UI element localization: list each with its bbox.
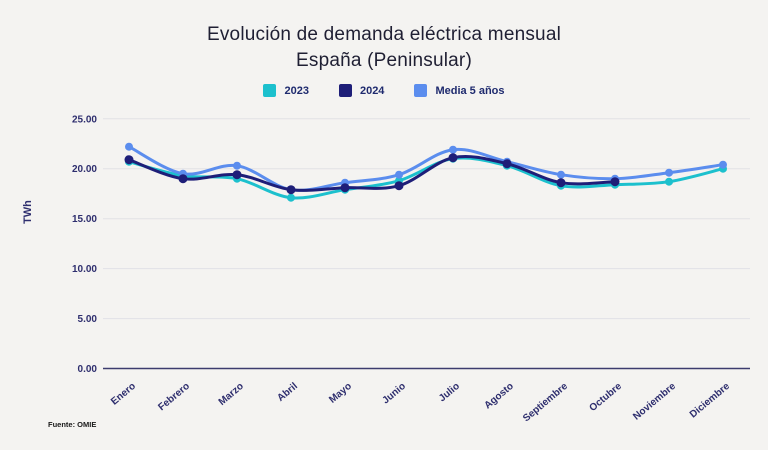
- x-tick-label: Junio: [380, 381, 408, 407]
- legend-label: 2023: [284, 84, 309, 97]
- y-tick-label: 25.00: [72, 114, 97, 125]
- series-line-2024: [127, 154, 617, 192]
- data-point-media-5-años[interactable]: [395, 170, 403, 179]
- x-tick-label: Noviembre: [631, 381, 678, 423]
- x-tick-label: Septiembre: [521, 381, 570, 425]
- y-tick-label: 10.00: [72, 264, 97, 275]
- x-tick-label: Marzo: [217, 381, 246, 408]
- y-tick-label: 20.00: [72, 164, 97, 175]
- legend-item-2024[interactable]: 2024: [338, 84, 385, 97]
- data-point-2024[interactable]: [556, 178, 566, 188]
- legend-label: Media 5 años: [435, 84, 505, 97]
- source-note: Fuente: OMIE: [48, 420, 97, 429]
- legend-swatch-icon: [263, 84, 277, 97]
- data-point-2024[interactable]: [178, 174, 188, 184]
- chart-title: Evolución de demanda eléctrica mensual E…: [0, 22, 768, 73]
- x-tick-label: Mayo: [327, 381, 354, 406]
- data-point-2024[interactable]: [340, 183, 350, 193]
- legend-swatch-icon: [338, 84, 352, 97]
- x-tick-label: Octubre: [587, 381, 624, 414]
- data-point-media-5-años[interactable]: [449, 145, 457, 154]
- y-axis-label: TWh: [22, 200, 34, 224]
- legend-label: 2024: [359, 84, 385, 97]
- data-point-2024[interactable]: [394, 181, 404, 191]
- data-point-2024[interactable]: [124, 155, 134, 165]
- series-line-2023: [127, 156, 725, 200]
- x-tick-label: Febrero: [156, 381, 192, 413]
- data-point-2024[interactable]: [448, 153, 458, 163]
- x-tick-label: Diciembre: [688, 381, 732, 421]
- chart-title-line2: España (Peninsular): [296, 49, 472, 71]
- data-point-2023[interactable]: [665, 177, 673, 186]
- x-tick-label: Julio: [437, 381, 462, 404]
- x-tick-label: Agosto: [482, 381, 515, 412]
- data-point-media-5-años[interactable]: [665, 168, 673, 177]
- x-tick-label: Abril: [275, 381, 300, 404]
- series-line-media-5-años: [127, 145, 725, 192]
- data-point-media-5-años[interactable]: [719, 160, 727, 169]
- data-point-2023[interactable]: [287, 193, 295, 202]
- data-point-media-5-años[interactable]: [557, 170, 565, 179]
- legend: 2023 2024 Media 5 años: [0, 84, 768, 97]
- data-point-media-5-años[interactable]: [125, 142, 133, 151]
- data-point-2024[interactable]: [286, 185, 296, 195]
- x-tick-label: Enero: [109, 381, 138, 408]
- y-tick-label: 5.00: [78, 314, 98, 325]
- data-point-2024[interactable]: [502, 159, 512, 169]
- legend-swatch-icon: [414, 84, 428, 97]
- y-tick-label: 15.00: [72, 214, 97, 225]
- data-point-2024[interactable]: [232, 170, 242, 180]
- legend-item-media-5-años[interactable]: Media 5 años: [414, 84, 505, 97]
- chart-title-line1: Evolución de demanda eléctrica mensual: [206, 24, 562, 45]
- legend-item-2023[interactable]: 2023: [263, 84, 309, 97]
- data-point-media-5-años[interactable]: [233, 161, 241, 170]
- data-point-2024[interactable]: [610, 177, 620, 187]
- y-tick-label: 0.00: [78, 364, 98, 375]
